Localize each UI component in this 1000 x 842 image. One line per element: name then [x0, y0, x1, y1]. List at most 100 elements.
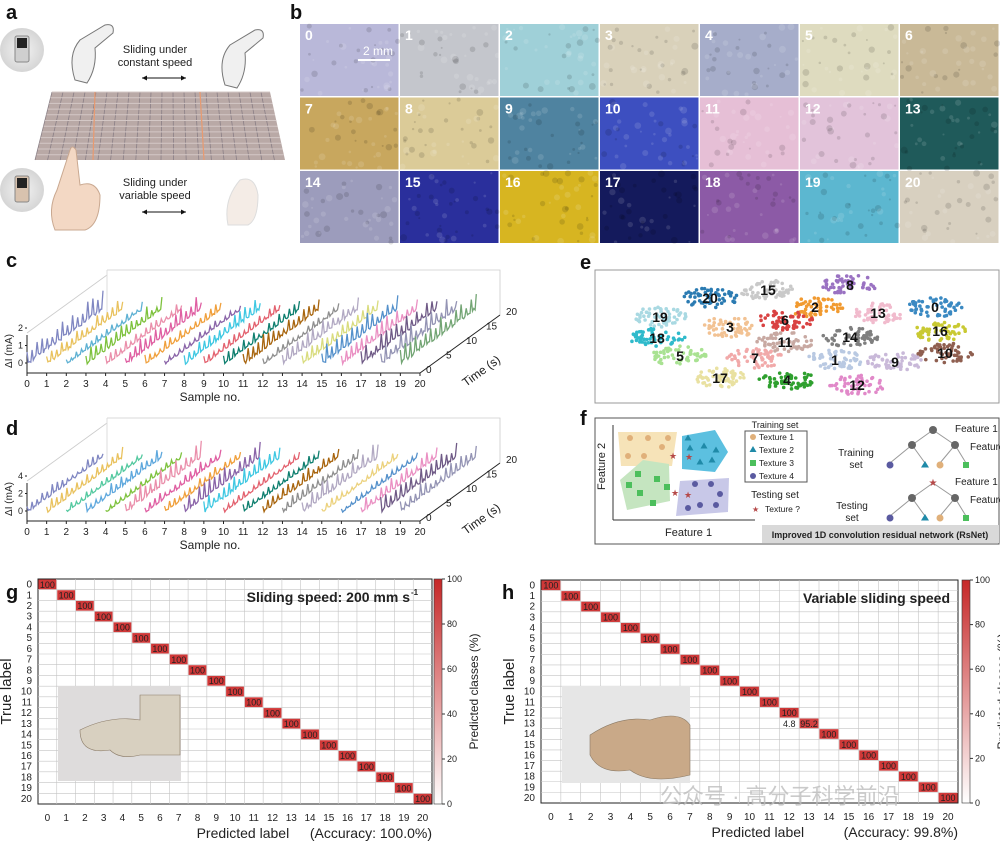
column-label: 10	[229, 813, 241, 824]
tsne-point	[921, 326, 926, 330]
texture-fiber	[811, 108, 814, 112]
texture-fiber	[909, 182, 913, 186]
x-tick-label: 2	[64, 379, 70, 390]
texture-fiber	[890, 74, 896, 80]
tsne-point	[808, 322, 812, 327]
tsne-point	[720, 334, 725, 339]
texture-fiber	[575, 204, 582, 211]
tsne-point	[845, 389, 850, 394]
tsne-point	[821, 333, 826, 338]
tsne-point	[736, 348, 740, 353]
texture-fiber	[824, 66, 829, 71]
texture-fiber	[941, 104, 944, 107]
tsne-point	[689, 348, 693, 353]
texture4-point	[692, 481, 698, 487]
texture-fiber	[705, 76, 710, 81]
tsne-point	[842, 384, 847, 388]
y-tick-label: 1	[18, 341, 23, 351]
panel-label-e: e	[580, 252, 592, 274]
tsne-cluster: 13	[853, 301, 902, 325]
cell-fill	[640, 633, 660, 644]
texture-fiber	[341, 181, 347, 187]
texture-fiber	[864, 233, 868, 237]
column-label: 20	[417, 813, 429, 824]
colorbar-tick-label: 80	[447, 619, 457, 629]
tsne-point	[842, 290, 846, 295]
tree-node	[951, 494, 959, 502]
tsne-point	[683, 314, 688, 319]
texture-fiber	[693, 186, 698, 192]
cell-value: 100	[921, 782, 936, 792]
texture-fiber	[649, 111, 655, 117]
panel-label-a: a	[6, 2, 18, 24]
tsne-point	[801, 325, 805, 329]
texture-fiber	[339, 43, 343, 48]
x-tick-label: 3	[83, 379, 89, 390]
signal-trace	[360, 301, 438, 365]
tsne-cluster: 7	[725, 347, 783, 370]
texture-fiber	[815, 154, 821, 160]
texture-fiber	[969, 58, 975, 64]
tsne-point	[726, 385, 731, 389]
tsne-point	[887, 318, 891, 322]
arrowhead	[142, 209, 186, 215]
texture-fiber	[870, 213, 874, 217]
texture-fiber	[577, 52, 585, 59]
cell-value: 100	[762, 698, 777, 708]
tsne-point	[834, 343, 839, 347]
tsne-point	[860, 326, 865, 331]
tsne-point	[653, 315, 657, 319]
tsne-point	[883, 320, 887, 325]
texture-fiber	[834, 158, 839, 164]
texture-fiber	[935, 86, 941, 92]
x-axis-label: Predicted label	[712, 824, 805, 840]
cell-value: 4.8	[783, 719, 796, 729]
x-tick-label: 6	[142, 527, 148, 538]
tsne-point	[851, 336, 855, 340]
tsne-point	[813, 312, 818, 317]
texture-fiber	[559, 219, 565, 225]
y-tick-label: 2	[18, 323, 23, 333]
texture-fiber	[304, 211, 310, 217]
texture-fiber	[851, 32, 857, 38]
texture-tile: 16	[500, 170, 599, 245]
tsne-point	[750, 285, 754, 289]
legend-star-icon: ★	[752, 505, 759, 514]
texture-fiber	[340, 114, 345, 120]
texture-fiber	[383, 84, 391, 92]
tsne-point	[914, 307, 919, 311]
texture-fiber	[709, 53, 712, 56]
signal-trace	[85, 297, 163, 366]
texture-fiber	[886, 103, 893, 110]
texture-fiber	[726, 70, 731, 76]
tsne-point	[790, 287, 794, 291]
texture-fiber	[320, 211, 326, 217]
texture-fiber	[623, 134, 630, 140]
tsne-point	[829, 356, 834, 361]
texture-fiber	[355, 116, 363, 124]
texture-fiber	[315, 230, 322, 238]
texture-fiber	[954, 146, 958, 150]
texture-fiber	[609, 189, 616, 196]
cell-fill	[226, 686, 244, 697]
tsne-point	[909, 357, 914, 361]
tsne-point	[777, 371, 782, 375]
texture-fiber	[848, 210, 853, 215]
texture-fiber	[376, 108, 384, 116]
tsne-point	[856, 391, 860, 396]
texture-fiber	[666, 225, 671, 230]
tsne-point	[870, 362, 875, 366]
tsne-point	[662, 321, 666, 325]
texture-fiber	[921, 58, 928, 64]
variable-speed-label: variable speed	[119, 190, 191, 202]
tsne-point	[777, 315, 781, 320]
tsne-point	[835, 387, 839, 391]
tsne-point	[711, 328, 716, 332]
texture3-region	[620, 460, 670, 510]
texture-fiber	[743, 114, 750, 121]
colorbar-tick-label: 100	[447, 574, 462, 584]
texture-fiber	[789, 238, 795, 244]
texture-fiber	[963, 46, 970, 53]
texture-fiber	[737, 52, 744, 59]
texture-fiber	[336, 111, 342, 117]
